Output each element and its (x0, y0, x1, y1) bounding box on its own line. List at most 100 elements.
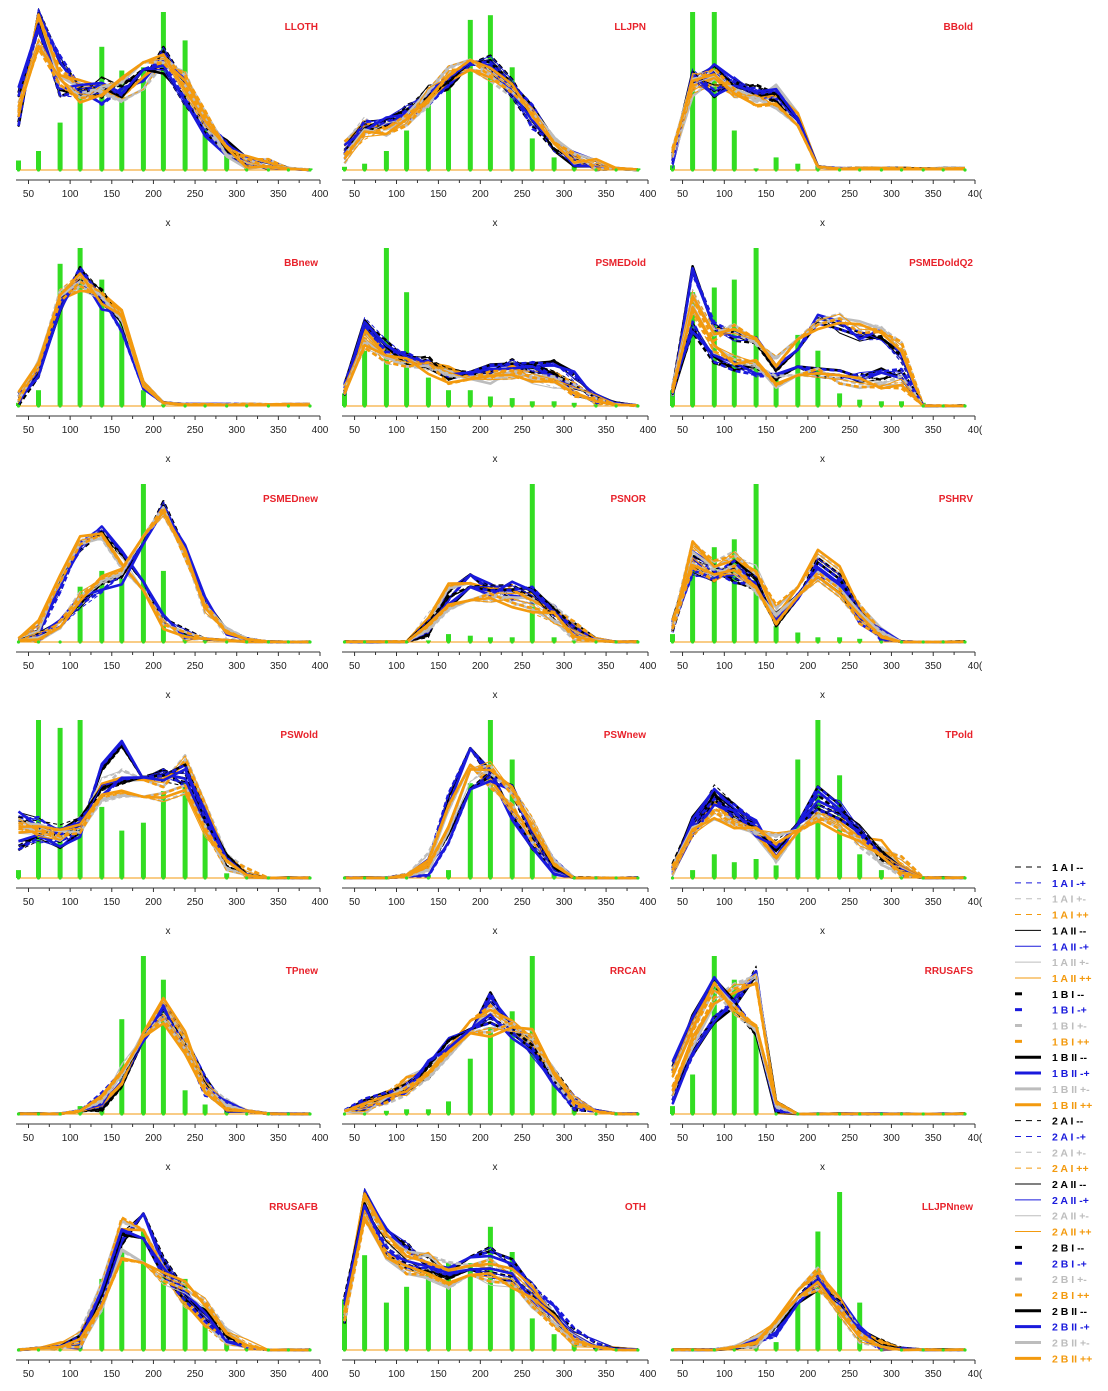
x-tick-label: 200 (145, 189, 162, 200)
baseline-dot (636, 168, 640, 172)
legend-item: 1 B I ++ (1015, 1036, 1089, 1048)
x-tick-label: 350 (598, 897, 615, 908)
histogram-bar (670, 634, 675, 642)
x-axis-label: x (820, 218, 825, 229)
x-tick-label: 250 (514, 897, 531, 908)
series-line (671, 306, 965, 408)
baseline-dot (120, 168, 124, 172)
baseline-dot (594, 1112, 598, 1116)
chart-panel: 50 100 150 200 250 300 350 400 x TPnew (16, 956, 329, 1173)
baseline-dot (36, 640, 41, 644)
baseline-dot (426, 1112, 430, 1116)
histogram-bar (119, 830, 125, 878)
baseline-dot (468, 1112, 472, 1116)
histogram-bar (160, 979, 166, 1114)
legend-label: 2 A I -- (1052, 1116, 1084, 1128)
baseline-dot (963, 404, 967, 408)
baseline-dot (879, 404, 884, 408)
baseline-dot (816, 640, 820, 644)
histogram-bar (571, 402, 577, 406)
baseline-dot (899, 640, 904, 644)
series-line (17, 272, 311, 407)
x-axis-label: x (166, 926, 171, 937)
baseline-dot (468, 876, 472, 880)
histogram-bar (711, 547, 717, 642)
curve-group (343, 1188, 639, 1352)
histogram-bar (383, 248, 389, 406)
chart-panels: 50 100 150 200 250 300 350 400 x LLOTH 50 100 150 200… (16, 8, 983, 1380)
legend-item: 2 B II ++ (1015, 1353, 1092, 1365)
x-tick-label: 350 (270, 425, 287, 436)
baseline-dot (100, 1348, 104, 1352)
baseline-dot (203, 404, 207, 408)
x-tick-label: 150 (758, 1369, 775, 1380)
baseline-dot (161, 1348, 165, 1352)
histogram-bar (795, 163, 801, 170)
histogram-bar (711, 854, 717, 878)
baseline-dot (712, 640, 716, 644)
x-tick-label: 50 (23, 661, 35, 672)
x-tick-label: 300 (228, 1133, 245, 1144)
x-axis-label: x (820, 690, 825, 701)
x-tick-label: 50 (677, 425, 689, 436)
panel-title: LLJPN (614, 22, 646, 33)
legend-label: 2 A I -+ (1052, 1131, 1086, 1143)
panel-title: TPold (945, 730, 973, 741)
series-line (672, 312, 966, 407)
baseline-dot (183, 168, 187, 172)
histogram-bar (160, 570, 166, 642)
x-tick-label: 150 (103, 425, 120, 436)
baseline-dot (266, 1348, 270, 1352)
curve-group (344, 573, 638, 644)
histogram-bar (202, 114, 208, 170)
baseline-dot (691, 1112, 695, 1116)
x-tick-label: 200 (472, 1133, 489, 1144)
baseline-dot (614, 1112, 618, 1116)
chart-panel: 50 100 150 200 250 300 350 400 x BBnew (16, 248, 329, 465)
baseline-dot (858, 1112, 862, 1116)
x-tick-label: 250 (514, 189, 531, 200)
chart-panel: 50 100 150 200 250 300 350 40(x RRUSAFS (670, 956, 983, 1173)
legend-label: 2 B I ++ (1052, 1290, 1089, 1302)
legend-item: 2 A I +- (1015, 1147, 1086, 1159)
histogram-bar (99, 46, 105, 170)
x-tick-label: 300 (883, 425, 900, 436)
series-line (344, 337, 638, 407)
x-tick-label: 250 (514, 1133, 531, 1144)
baseline-dot (363, 876, 367, 880)
legend-item: 1 A II -- (1015, 925, 1087, 937)
baseline-dot (78, 640, 82, 644)
histogram-bar (837, 637, 843, 642)
histogram-bar (77, 248, 83, 406)
x-tick-label: 40( (968, 661, 983, 672)
baseline-dot (266, 168, 270, 172)
histogram-bar (383, 1302, 389, 1350)
histogram-bar (362, 350, 368, 406)
histogram-bar (509, 637, 515, 642)
x-tick-label: 100 (62, 189, 79, 200)
legend-label: 1 B I ++ (1052, 1036, 1089, 1048)
panel-title: PSMEDoldQ2 (909, 258, 973, 269)
histogram-bar (529, 401, 535, 406)
x-tick-label: 150 (758, 425, 775, 436)
x-axis-label: x (493, 1162, 498, 1173)
baseline-dot (614, 876, 618, 880)
baseline-dot (732, 1112, 736, 1116)
x-tick-label: 350 (925, 1133, 942, 1144)
x-tick-label: 250 (841, 897, 858, 908)
legend-item: 2 A II -+ (1015, 1195, 1089, 1207)
x-tick-label: 100 (716, 897, 733, 908)
baseline-dot (530, 640, 534, 644)
legend-label: 2 A II -- (1052, 1179, 1087, 1191)
histogram-bar (99, 806, 105, 878)
histogram-bar (529, 138, 535, 170)
legend-label: 1 B I -- (1052, 989, 1085, 1001)
baseline-dot (796, 168, 800, 172)
x-axis-label: x (820, 926, 825, 937)
legend-item: 2 A II +- (1015, 1211, 1089, 1223)
baseline-dot (774, 1348, 778, 1352)
baseline-dot (614, 404, 618, 408)
histogram-bar (425, 1109, 431, 1114)
baseline-dot (816, 1348, 820, 1352)
baseline-dot (774, 1112, 778, 1116)
